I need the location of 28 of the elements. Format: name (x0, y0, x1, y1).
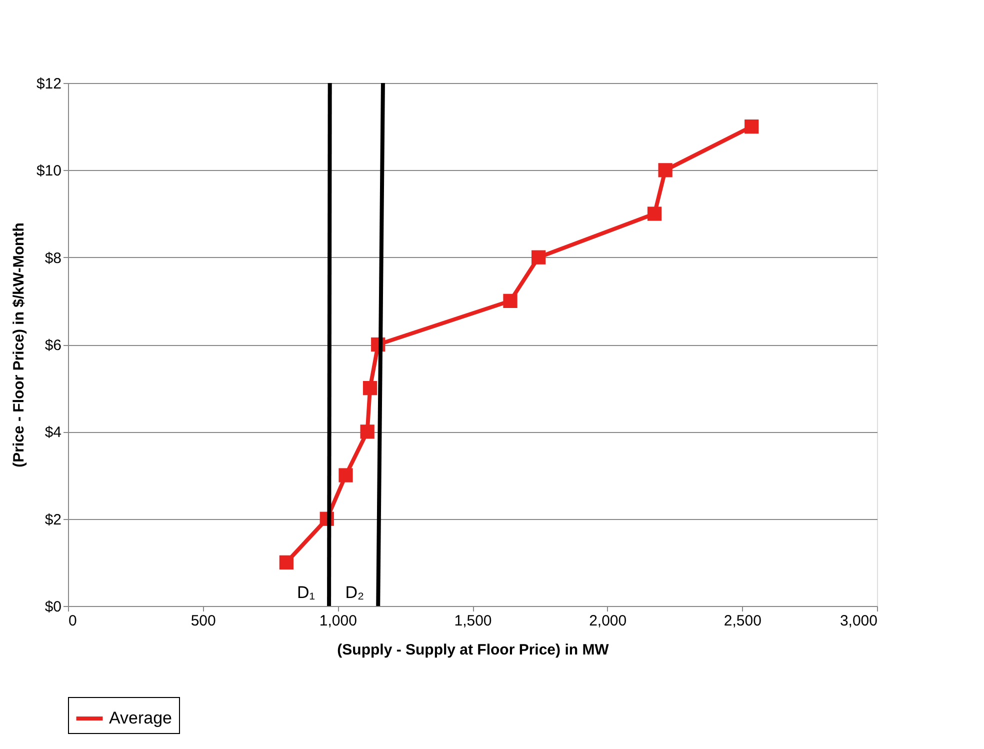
point (531, 250, 546, 264)
x-tick-label: 500 (190, 612, 216, 630)
annotation: D₂ (345, 583, 364, 602)
y-tick-label: $6 (44, 337, 62, 354)
point (503, 294, 518, 308)
x-axis-title: (Supply - Supply at Floor Price) in MW (337, 642, 610, 658)
point (360, 424, 374, 439)
point (338, 468, 353, 482)
point (744, 120, 759, 134)
y-tick-label: $2 (44, 511, 62, 528)
y-tick-label: $0 (44, 598, 62, 616)
legend-label: Average (109, 708, 172, 728)
y-tick-label: $4 (44, 424, 62, 442)
x-tick-label: 1,000 (319, 612, 357, 630)
x-tick-label: 1,500 (454, 612, 492, 630)
x-tick-label: 3,000 (840, 612, 878, 630)
x-tick-label: 2,000 (589, 612, 627, 630)
y-tick-label: $12 (36, 76, 62, 92)
y-tick-label: $8 (44, 250, 62, 267)
y-axis-title: (Price - Floor Price) in $/kW-Month (10, 222, 28, 468)
y-tick-label: $10 (36, 162, 62, 180)
point (362, 381, 378, 396)
x-tick-label: 0 (68, 612, 77, 630)
point (658, 163, 672, 178)
x-tick-label: 2,500 (724, 612, 762, 630)
point (279, 555, 294, 570)
annotation: D₁ (297, 583, 316, 602)
point (647, 206, 662, 221)
